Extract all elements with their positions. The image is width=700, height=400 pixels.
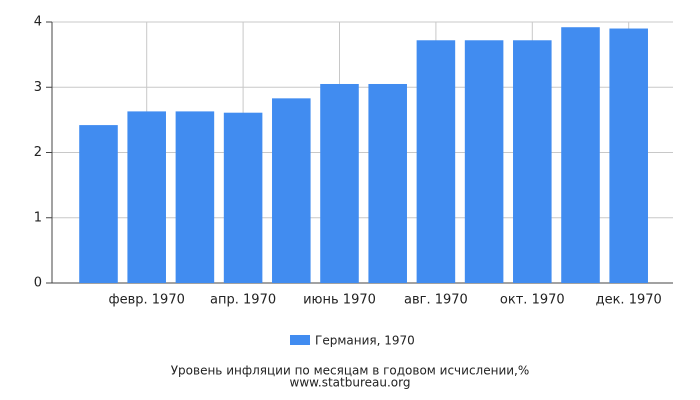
chart-title: Уровень инфляции по месяцам в годовом ис… (171, 364, 530, 378)
bar (223, 112, 263, 283)
bar (127, 111, 166, 283)
bar (272, 98, 311, 283)
source: www.statbureau.org (290, 376, 411, 390)
x-tick-label: июнь 1970 (303, 293, 376, 308)
bar (320, 83, 359, 283)
x-tick-label: авг. 1970 (404, 293, 468, 308)
x-tick-label: апр. 1970 (210, 293, 276, 308)
y-tick-label: 4 (34, 15, 42, 30)
legend-label: Германия, 1970 (315, 334, 415, 348)
bar (609, 28, 648, 284)
bar (513, 40, 552, 283)
bar (464, 40, 504, 283)
x-tick-label: окт. 1970 (500, 293, 565, 308)
bar (175, 111, 215, 283)
y-tick-label: 2 (34, 145, 42, 160)
x-tick-label: февр. 1970 (109, 293, 185, 308)
legend-swatch (290, 335, 310, 345)
x-tick-label: дек. 1970 (596, 293, 662, 308)
y-tick-label: 0 (34, 276, 42, 291)
y-tick-label: 3 (34, 80, 42, 95)
bar (79, 125, 118, 283)
bar (416, 40, 456, 283)
bar (368, 83, 407, 283)
y-tick-label: 1 (34, 210, 42, 225)
bar (561, 27, 600, 283)
